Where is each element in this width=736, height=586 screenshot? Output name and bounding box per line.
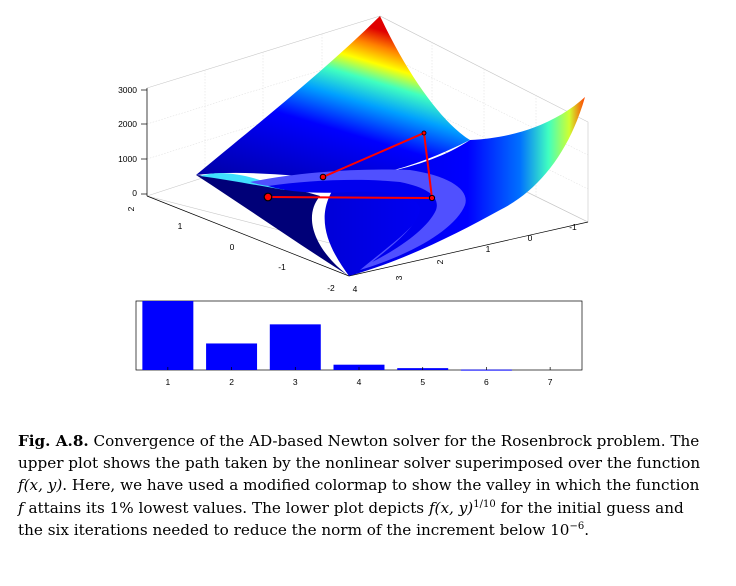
caption-label: Fig. A.8. <box>18 432 89 450</box>
x-tick-label: 4 <box>353 284 358 294</box>
solver-path-line <box>267 131 434 200</box>
bar-tick-label: 2 <box>229 377 234 387</box>
caption-text: for the initial guess and the six iterat… <box>18 498 684 539</box>
y-tick-label: -2 <box>327 283 335 293</box>
caption-math: f(x, y) <box>18 476 63 495</box>
bar-chart-frame <box>135 300 583 371</box>
caption-exponent: −6 <box>569 520 585 532</box>
rosenbrock-surface <box>196 16 585 276</box>
z-tick-label: 2000 <box>118 119 137 129</box>
y-tick-label: 2 <box>126 206 136 211</box>
bar-tick-label: 6 <box>484 377 489 387</box>
surface-front-slope <box>196 175 349 276</box>
bar-tick-label: 5 <box>420 377 425 387</box>
y-tick-label: -1 <box>278 262 286 272</box>
valley-band <box>250 169 466 270</box>
surface-left-face <box>196 16 470 180</box>
path-point <box>319 173 327 181</box>
path-point <box>421 130 427 136</box>
figure-caption: Fig. A.8. Convergence of the AD-based Ne… <box>18 430 708 541</box>
caption-text: attains its 1% lowest values. The lower … <box>23 498 429 517</box>
caption-math: f(x, y) <box>428 498 474 517</box>
surface-cyan-ridge <box>200 173 285 190</box>
bar <box>269 324 321 370</box>
bar <box>142 301 194 370</box>
caption-math: f <box>18 498 24 517</box>
x-tick-label: 2 <box>435 259 445 264</box>
bar <box>206 343 258 370</box>
x-axis <box>348 221 589 277</box>
z-tick-label: 0 <box>132 188 137 198</box>
y-axis <box>146 195 350 277</box>
valley-band-inner <box>268 179 437 262</box>
bars-group <box>142 301 512 371</box>
bar-chart: 1 2 3 4 5 6 7 <box>135 300 583 387</box>
surface-plot: 3000 2000 1000 0 2 1 0 -1 -2 4 3 2 1 0 -… <box>118 15 589 294</box>
x-tick-label: 3 <box>394 275 404 280</box>
caption-text: . Here, we have used a modified colormap… <box>62 476 700 495</box>
path-point <box>263 192 273 202</box>
x-tick-label: 0 <box>528 233 533 243</box>
bar <box>460 369 512 371</box>
caption-text: Convergence of the AD-based Newton solve… <box>18 432 701 473</box>
bar-tick-label: 3 <box>293 377 298 387</box>
bar-tick-label: 1 <box>165 377 170 387</box>
path-point <box>428 194 436 202</box>
z-tick-label: 1000 <box>118 154 137 164</box>
z-tick-marks <box>141 89 147 195</box>
solver-path <box>263 130 436 202</box>
bar-tick-label: 4 <box>357 377 362 387</box>
caption-exponent: 1/10 <box>473 498 496 510</box>
x-tick-label: 1 <box>486 244 491 254</box>
caption-text: . <box>584 520 590 539</box>
y-tick-label: 1 <box>178 221 183 231</box>
y-tick-label: 0 <box>230 242 235 252</box>
x-tick-label: -1 <box>569 222 577 232</box>
z-tick-label: 3000 <box>118 85 137 95</box>
bar-x-ticks: 1 2 3 4 5 6 7 <box>165 367 553 387</box>
bar-tick-label: 7 <box>548 377 553 387</box>
